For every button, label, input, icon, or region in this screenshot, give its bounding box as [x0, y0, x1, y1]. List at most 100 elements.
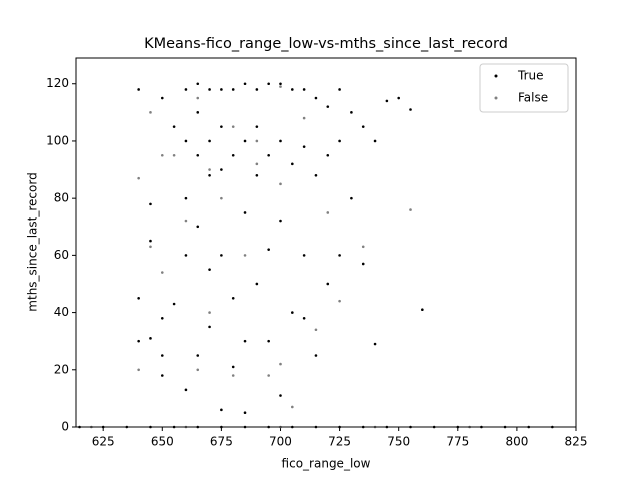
- point: [208, 173, 211, 177]
- point: [373, 342, 377, 346]
- point: [220, 125, 223, 128]
- point: [149, 245, 152, 249]
- point: [196, 111, 200, 114]
- point: [291, 88, 294, 91]
- point: [137, 339, 140, 343]
- point: [208, 325, 211, 329]
- x-tick-label: 625: [92, 435, 115, 449]
- chart-title: KMeans-fico_range_low-vs-mths_since_last…: [144, 36, 508, 52]
- point: [243, 339, 247, 343]
- point: [302, 88, 306, 91]
- point: [373, 139, 377, 143]
- point: [208, 311, 211, 314]
- point: [231, 296, 235, 300]
- point: [243, 254, 247, 257]
- plot-frame: [75, 57, 577, 428]
- point: [267, 374, 270, 377]
- point: [149, 111, 152, 114]
- x-axis-label: fico_range_low: [282, 457, 371, 471]
- point: [302, 254, 306, 257]
- point: [149, 239, 152, 243]
- point: [243, 82, 247, 86]
- legend-marker: [494, 74, 498, 78]
- point: [326, 282, 330, 286]
- point: [279, 82, 282, 86]
- point: [279, 85, 282, 88]
- point: [338, 299, 341, 303]
- point: [279, 139, 282, 143]
- point: [196, 96, 200, 100]
- y-tick-label: 120: [46, 76, 69, 90]
- y-tick-label: 80: [54, 191, 69, 205]
- point: [255, 125, 259, 128]
- point: [255, 162, 259, 166]
- x-tick-label: 700: [269, 435, 292, 449]
- point: [184, 88, 188, 91]
- x-tick-label: 750: [387, 435, 410, 449]
- point: [361, 245, 365, 249]
- point: [326, 105, 330, 108]
- point: [160, 354, 164, 357]
- x-tick-label: 775: [446, 435, 469, 449]
- point: [172, 125, 176, 128]
- point: [243, 211, 247, 214]
- point: [291, 405, 294, 409]
- x-tick-label: 675: [210, 435, 233, 449]
- point: [243, 411, 247, 414]
- point: [350, 196, 353, 200]
- point: [184, 196, 188, 200]
- point: [160, 153, 164, 157]
- point: [314, 96, 318, 100]
- point: [267, 82, 270, 86]
- point: [255, 282, 259, 286]
- point: [409, 208, 412, 211]
- point: [302, 116, 306, 120]
- point: [220, 168, 223, 171]
- x-tick-label: 800: [505, 435, 528, 449]
- point: [184, 388, 188, 392]
- point: [338, 139, 341, 143]
- point: [137, 368, 140, 372]
- y-tick-label: 100: [46, 133, 69, 147]
- point: [409, 108, 412, 111]
- point: [196, 153, 200, 157]
- point: [361, 125, 365, 128]
- point: [149, 202, 152, 206]
- point: [231, 125, 235, 128]
- y-tick-label: 20: [54, 362, 69, 376]
- x-tick-label: 650: [151, 435, 174, 449]
- legend-box: [479, 63, 569, 113]
- point: [184, 254, 188, 257]
- point: [196, 225, 200, 229]
- point: [255, 88, 259, 91]
- point: [302, 145, 306, 148]
- point: [291, 311, 294, 314]
- point: [267, 248, 270, 251]
- point: [385, 99, 389, 103]
- point: [279, 362, 282, 366]
- legend-label: True: [517, 69, 544, 83]
- point: [267, 153, 270, 157]
- point: [338, 254, 341, 257]
- point: [220, 408, 223, 412]
- legend-label: False: [518, 91, 548, 105]
- point: [361, 262, 365, 266]
- point: [302, 317, 306, 320]
- point: [314, 173, 318, 177]
- point: [172, 153, 176, 157]
- point: [231, 365, 235, 369]
- point: [172, 302, 176, 306]
- point: [220, 196, 223, 200]
- point: [149, 337, 152, 340]
- point: [255, 139, 259, 143]
- point: [208, 168, 211, 171]
- point: [160, 96, 164, 100]
- x-tick-label: 725: [328, 435, 351, 449]
- point: [326, 211, 330, 214]
- y-tick-label: 60: [54, 248, 69, 262]
- point: [231, 88, 235, 91]
- point: [314, 328, 318, 332]
- point: [267, 339, 270, 343]
- x-tick-label: 825: [565, 435, 588, 449]
- point: [196, 82, 200, 86]
